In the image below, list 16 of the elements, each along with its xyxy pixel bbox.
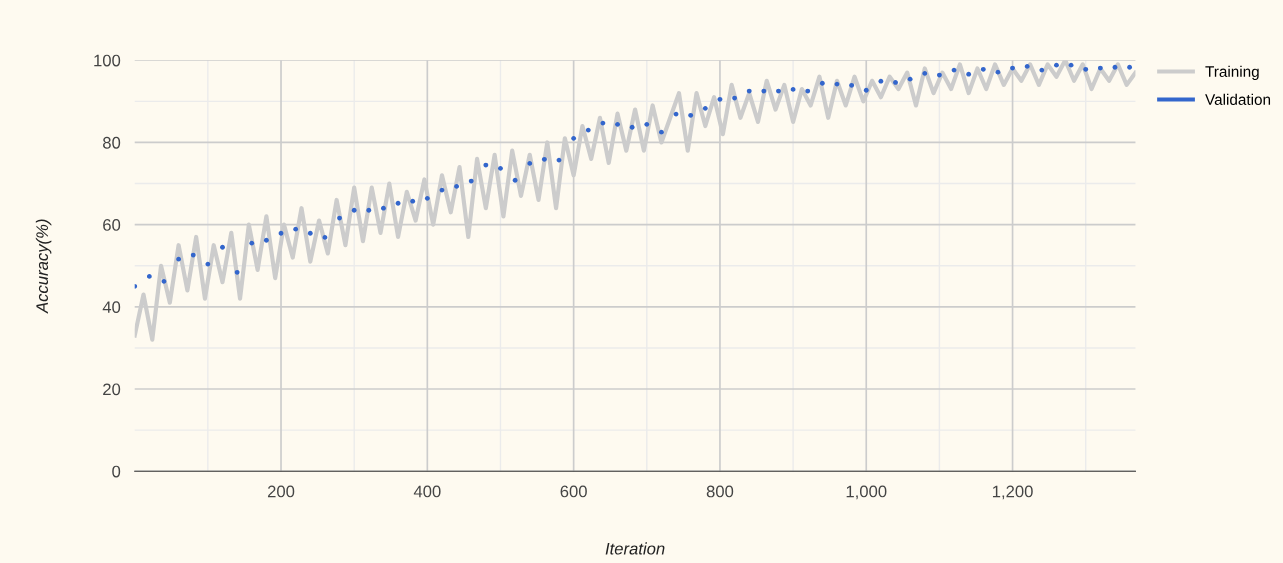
x-tick-label: 1,000 <box>846 485 887 500</box>
x-tick-label: 1,200 <box>992 485 1033 500</box>
x-tick-label: 400 <box>413 485 441 498</box>
y-tick-label: 0 <box>112 465 121 478</box>
x-tick-label: 200 <box>267 485 295 498</box>
legend-label: Validation <box>1205 93 1271 105</box>
y-tick-label: 80 <box>103 136 121 149</box>
x-axis-title: Iteration <box>605 542 665 555</box>
legend-label: Training <box>1205 65 1259 81</box>
x-tick-label: 800 <box>706 485 734 498</box>
y-tick-label: 40 <box>102 301 121 314</box>
y-tick-label: 20 <box>103 383 121 396</box>
y-tick-label: 100 <box>94 54 121 67</box>
y-axis-title: Accuracy(%) <box>35 219 52 314</box>
x-tick-label: 600 <box>560 485 587 498</box>
y-tick-label: 60 <box>103 219 121 231</box>
